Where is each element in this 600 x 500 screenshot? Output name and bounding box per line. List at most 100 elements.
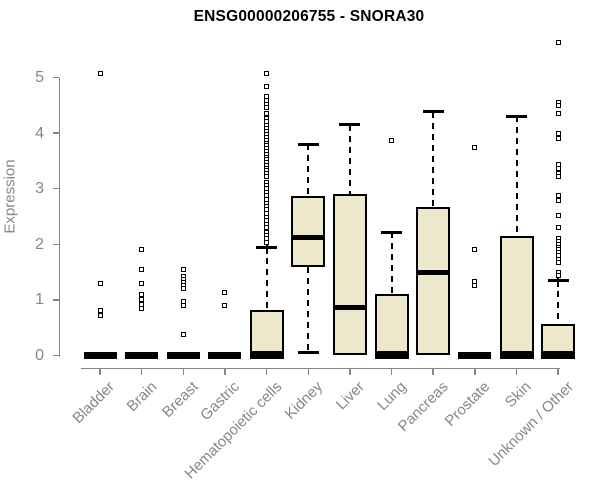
- lower-whisker-cap-kidney: [297, 351, 319, 355]
- outlier-point: [180, 285, 186, 291]
- y-axis-line: [58, 77, 60, 357]
- whisker-line-pancreas: [432, 111, 435, 208]
- box-hematopoietic-cells: [249, 310, 284, 356]
- y-tick: [52, 354, 59, 357]
- y-tick: [52, 132, 59, 134]
- outlier-point: [472, 247, 478, 253]
- collapsed-box-gastric: [208, 351, 242, 359]
- box-lung: [374, 293, 409, 356]
- outlier-point: [555, 130, 561, 136]
- x-tick: [432, 367, 434, 375]
- x-tick-label: Lung: [374, 378, 410, 414]
- median-line-lung: [374, 351, 409, 359]
- outlier-point: [555, 224, 561, 230]
- median-line-unknown-other: [541, 351, 576, 359]
- y-tick: [52, 299, 59, 301]
- collapsed-box-prostate: [458, 351, 492, 359]
- whisker-cap-kidney: [297, 142, 319, 146]
- outlier-point: [222, 290, 228, 296]
- y-tick-label: 0: [35, 347, 44, 364]
- x-tick: [99, 367, 101, 375]
- x-tick: [474, 367, 476, 375]
- whisker-cap-lung: [381, 230, 403, 234]
- y-tick: [52, 243, 59, 246]
- outlier-point: [555, 273, 561, 279]
- y-tick: [52, 76, 59, 79]
- x-tick: [557, 367, 559, 375]
- outlier-point: [555, 39, 561, 45]
- outlier-point: [555, 173, 561, 179]
- x-tick-label: Kidney: [282, 378, 327, 423]
- x-tick: [349, 367, 351, 375]
- outlier-point: [555, 197, 561, 203]
- outlier-point: [222, 302, 228, 308]
- x-tick: [224, 367, 226, 375]
- box-liver: [332, 194, 367, 355]
- y-tick-label: 5: [35, 69, 44, 86]
- outlier-point: [97, 307, 103, 313]
- x-tick: [140, 367, 143, 375]
- x-tick-label: Breast: [158, 378, 202, 421]
- chart-title: ENSG00000206755 - SNORA30: [193, 8, 425, 25]
- outlier-point: [264, 173, 270, 179]
- outlier-point: [139, 305, 145, 311]
- x-axis-line: [80, 367, 560, 369]
- whisker-cross-hematopoietic-cells: [265, 240, 268, 255]
- x-tick-label: Liver: [333, 378, 369, 414]
- y-tick: [52, 187, 59, 190]
- outlier-point: [180, 302, 186, 308]
- whisker-line-liver: [348, 124, 351, 195]
- median-line-liver: [332, 305, 367, 311]
- outlier-point: [264, 70, 270, 76]
- whisker-line-kidney: [307, 144, 310, 196]
- median-line-skin: [499, 351, 534, 359]
- outlier-point: [97, 70, 103, 76]
- box-skin: [499, 235, 534, 356]
- x-tick: [265, 367, 268, 375]
- whisker-line-lung: [390, 232, 393, 294]
- y-tick-label: 4: [35, 124, 44, 142]
- outlier-point: [264, 239, 270, 245]
- outlier-point: [472, 282, 478, 288]
- whisker-line-unknown-other: [557, 280, 560, 324]
- x-tick-label: Skin: [502, 378, 535, 411]
- x-tick: [515, 367, 518, 375]
- outlier-point: [472, 144, 478, 150]
- outlier-point: [555, 213, 561, 219]
- whisker-line-hematopoietic-cells: [265, 247, 268, 311]
- collapsed-box-breast: [166, 351, 200, 359]
- outlier-point: [97, 281, 103, 287]
- y-tick-label: 1: [35, 291, 44, 309]
- lower-whisker-line-kidney: [307, 266, 310, 353]
- outlier-point: [264, 84, 270, 90]
- median-line-pancreas: [416, 269, 451, 275]
- x-tick: [182, 367, 185, 375]
- outlier-point: [264, 105, 270, 111]
- outlier-point: [139, 292, 145, 298]
- box-kidney: [291, 195, 326, 267]
- whisker-line-skin: [515, 116, 518, 236]
- outlier-point: [97, 312, 103, 318]
- y-tick-label: 2: [35, 235, 44, 253]
- outlier-point: [555, 110, 561, 116]
- collapsed-box-bladder: [83, 351, 117, 359]
- outlier-point: [555, 103, 561, 109]
- outlier-point: [139, 266, 145, 272]
- outlier-point: [139, 280, 145, 286]
- x-tick-label: Bladder: [69, 378, 119, 427]
- x-tick: [390, 367, 393, 375]
- outlier-point: [180, 266, 186, 272]
- collapsed-box-brain: [125, 351, 159, 359]
- outlier-point: [555, 260, 561, 266]
- outlier-point: [139, 247, 145, 253]
- box-pancreas: [416, 207, 451, 355]
- x-tick: [307, 367, 309, 375]
- x-tick-label: Brain: [123, 378, 160, 416]
- x-tick-label: Prostate: [441, 378, 494, 430]
- outlier-point: [180, 332, 186, 338]
- median-line-kidney: [291, 235, 326, 241]
- outlier-point: [389, 138, 395, 144]
- y-tick-label: 3: [35, 180, 44, 198]
